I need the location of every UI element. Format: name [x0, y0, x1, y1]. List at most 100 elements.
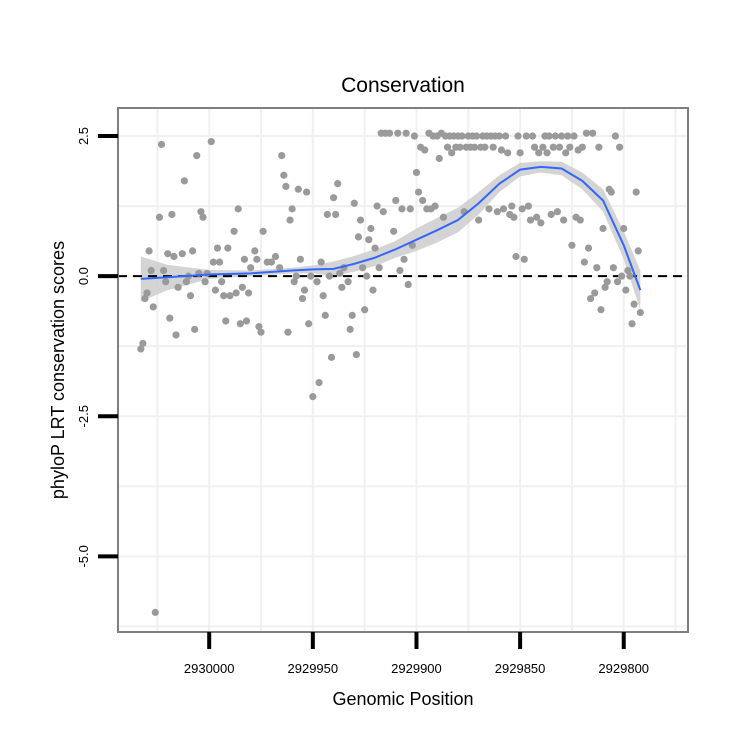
data-point — [284, 328, 292, 336]
data-point — [276, 264, 284, 272]
data-point — [412, 168, 421, 177]
data-point — [624, 266, 632, 275]
data-point — [603, 278, 611, 286]
data-point — [143, 289, 151, 297]
data-point — [321, 311, 329, 319]
data-point — [394, 129, 402, 137]
data-point — [589, 129, 597, 137]
plot-frame — [117, 107, 689, 633]
data-point — [180, 177, 188, 185]
data-points — [137, 129, 644, 616]
data-point — [475, 216, 483, 224]
data-point — [282, 182, 290, 191]
data-point — [414, 188, 423, 196]
data-point — [323, 210, 331, 219]
data-point — [286, 216, 294, 224]
data-point — [224, 244, 232, 252]
data-point — [317, 258, 325, 266]
chart-title: Conservation — [341, 74, 465, 97]
data-point — [344, 278, 352, 286]
data-point — [481, 143, 489, 151]
data-point — [361, 306, 369, 314]
data-point — [232, 289, 240, 297]
data-point — [319, 292, 327, 300]
data-point — [336, 269, 344, 277]
data-point — [557, 132, 566, 140]
data-point — [365, 236, 373, 244]
data-point — [613, 278, 622, 286]
data-point — [514, 132, 522, 140]
data-point — [358, 264, 367, 272]
data-point — [502, 132, 510, 140]
data-point — [244, 289, 253, 297]
data-point — [607, 188, 615, 196]
data-point — [402, 129, 410, 137]
data-point — [298, 294, 307, 303]
data-point — [564, 132, 572, 140]
data-point — [215, 258, 224, 266]
data-point — [369, 286, 377, 294]
data-point — [294, 185, 302, 193]
data-point — [531, 143, 539, 151]
data-point — [526, 216, 535, 224]
x-tick-label: 2930000 — [184, 661, 235, 676]
data-point — [151, 608, 159, 616]
data-point — [356, 216, 365, 224]
data-point — [599, 224, 607, 233]
data-point — [170, 252, 178, 261]
data-point — [630, 300, 638, 308]
data-point — [410, 132, 418, 140]
data-point — [385, 129, 394, 137]
data-point — [576, 216, 584, 224]
data-point — [203, 269, 211, 277]
data-point — [551, 132, 559, 140]
data-point — [259, 227, 267, 235]
data-point — [582, 129, 591, 137]
data-point — [305, 320, 313, 328]
data-point — [458, 132, 466, 140]
data-point — [636, 308, 644, 317]
x-axis: 2930000 2929950 2929900 2929850 2929800 — [184, 632, 649, 676]
data-point — [443, 143, 452, 151]
data-point — [628, 320, 636, 328]
data-point — [396, 266, 404, 275]
data-point — [622, 286, 630, 294]
data-point — [211, 286, 220, 294]
data-point — [510, 213, 518, 221]
data-point — [141, 294, 149, 303]
data-point — [562, 149, 570, 157]
data-point — [145, 247, 153, 255]
y-axis: 2.5 0.0 -2.5 -5.0 — [76, 127, 118, 568]
data-point — [290, 278, 298, 286]
data-point — [230, 227, 238, 235]
data-point — [218, 278, 226, 286]
data-point — [160, 266, 168, 275]
data-point — [390, 227, 398, 235]
data-point — [597, 306, 605, 314]
data-point — [348, 311, 356, 319]
data-point — [545, 132, 553, 140]
data-point — [207, 138, 215, 146]
data-point — [620, 224, 628, 233]
data-point — [375, 264, 383, 272]
data-point — [493, 208, 501, 216]
data-point — [439, 213, 448, 221]
data-point — [609, 264, 617, 272]
data-point — [201, 278, 209, 286]
data-point — [238, 283, 246, 291]
x-tick-label: 2929900 — [391, 661, 442, 676]
data-point — [280, 171, 288, 179]
data-point — [137, 345, 145, 353]
data-point — [251, 247, 259, 255]
data-point — [178, 250, 186, 258]
plot-background — [118, 108, 688, 632]
data-point — [240, 255, 249, 263]
x-axis-label: Genomic Position — [332, 689, 473, 709]
data-point — [504, 149, 512, 157]
data-point — [448, 149, 456, 157]
data-point — [400, 255, 408, 263]
data-point — [618, 272, 626, 280]
y-tick-label: -2.5 — [76, 405, 91, 427]
data-point — [533, 213, 541, 221]
data-point — [147, 266, 155, 275]
